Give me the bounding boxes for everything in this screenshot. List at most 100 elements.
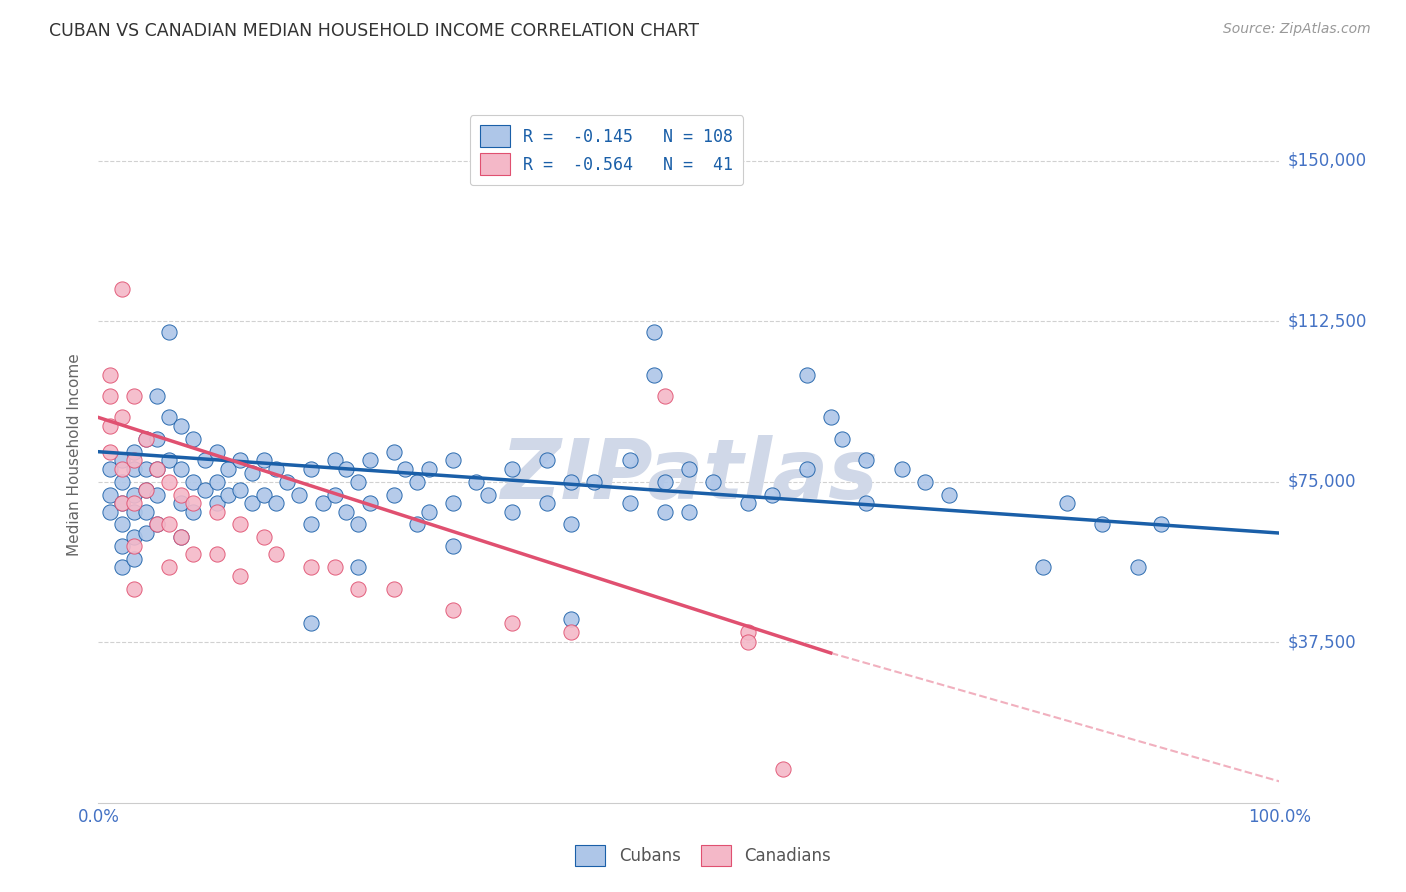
Point	[157, 325, 180, 339]
Point	[98, 389, 121, 403]
Point	[583, 475, 606, 489]
Point	[890, 462, 912, 476]
Point	[737, 496, 759, 510]
Point	[441, 603, 464, 617]
Point	[276, 475, 298, 489]
Point	[122, 505, 145, 519]
Point	[406, 517, 429, 532]
Point	[146, 517, 169, 532]
Point	[111, 462, 134, 476]
Point	[359, 453, 381, 467]
Point	[796, 462, 818, 476]
Point	[135, 483, 157, 498]
Point	[253, 453, 276, 467]
Point	[501, 462, 523, 476]
Point	[157, 517, 180, 532]
Point	[170, 462, 193, 476]
Point	[170, 496, 193, 510]
Point	[98, 444, 121, 458]
Point	[347, 582, 370, 596]
Point	[359, 496, 381, 510]
Point	[619, 453, 641, 467]
Point	[157, 453, 180, 467]
Point	[1150, 517, 1173, 532]
Point	[335, 462, 357, 476]
Text: Source: ZipAtlas.com: Source: ZipAtlas.com	[1223, 22, 1371, 37]
Point	[157, 560, 180, 574]
Point	[122, 389, 145, 403]
Point	[702, 475, 724, 489]
Point	[170, 487, 193, 501]
Point	[98, 462, 121, 476]
Point	[820, 410, 842, 425]
Point	[323, 560, 346, 574]
Point	[157, 410, 180, 425]
Point	[135, 526, 157, 541]
Point	[855, 496, 877, 510]
Point	[181, 496, 204, 510]
Point	[347, 475, 370, 489]
Point	[135, 462, 157, 476]
Point	[1091, 517, 1114, 532]
Point	[229, 483, 252, 498]
Point	[1126, 560, 1149, 574]
Point	[240, 466, 263, 480]
Point	[217, 462, 239, 476]
Point	[643, 368, 665, 382]
Point	[299, 560, 322, 574]
Point	[323, 487, 346, 501]
Point	[654, 389, 676, 403]
Point	[111, 539, 134, 553]
Point	[135, 432, 157, 446]
Point	[831, 432, 853, 446]
Point	[938, 487, 960, 501]
Point	[560, 612, 582, 626]
Point	[240, 496, 263, 510]
Text: $37,500: $37,500	[1288, 633, 1357, 651]
Point	[441, 496, 464, 510]
Legend: R =  -0.145   N = 108, R =  -0.564   N =  41: R = -0.145 N = 108, R = -0.564 N = 41	[470, 115, 742, 185]
Point	[135, 432, 157, 446]
Point	[98, 505, 121, 519]
Point	[264, 496, 287, 510]
Point	[146, 517, 169, 532]
Point	[205, 505, 228, 519]
Point	[347, 560, 370, 574]
Point	[229, 569, 252, 583]
Point	[560, 517, 582, 532]
Point	[264, 548, 287, 562]
Point	[796, 368, 818, 382]
Point	[135, 483, 157, 498]
Point	[288, 487, 311, 501]
Point	[312, 496, 335, 510]
Point	[205, 444, 228, 458]
Point	[170, 530, 193, 544]
Point	[418, 462, 440, 476]
Point	[111, 453, 134, 467]
Text: $150,000: $150,000	[1288, 152, 1367, 169]
Point	[229, 517, 252, 532]
Point	[135, 505, 157, 519]
Point	[678, 505, 700, 519]
Point	[205, 496, 228, 510]
Point	[855, 453, 877, 467]
Point	[678, 462, 700, 476]
Point	[264, 462, 287, 476]
Point	[111, 560, 134, 574]
Point	[146, 432, 169, 446]
Point	[1032, 560, 1054, 574]
Point	[299, 517, 322, 532]
Point	[146, 487, 169, 501]
Point	[737, 624, 759, 639]
Point	[654, 475, 676, 489]
Text: $75,000: $75,000	[1288, 473, 1357, 491]
Point	[914, 475, 936, 489]
Point	[406, 475, 429, 489]
Point	[323, 453, 346, 467]
Point	[122, 530, 145, 544]
Point	[229, 453, 252, 467]
Text: $112,500: $112,500	[1288, 312, 1367, 330]
Point	[465, 475, 488, 489]
Point	[382, 487, 405, 501]
Point	[146, 389, 169, 403]
